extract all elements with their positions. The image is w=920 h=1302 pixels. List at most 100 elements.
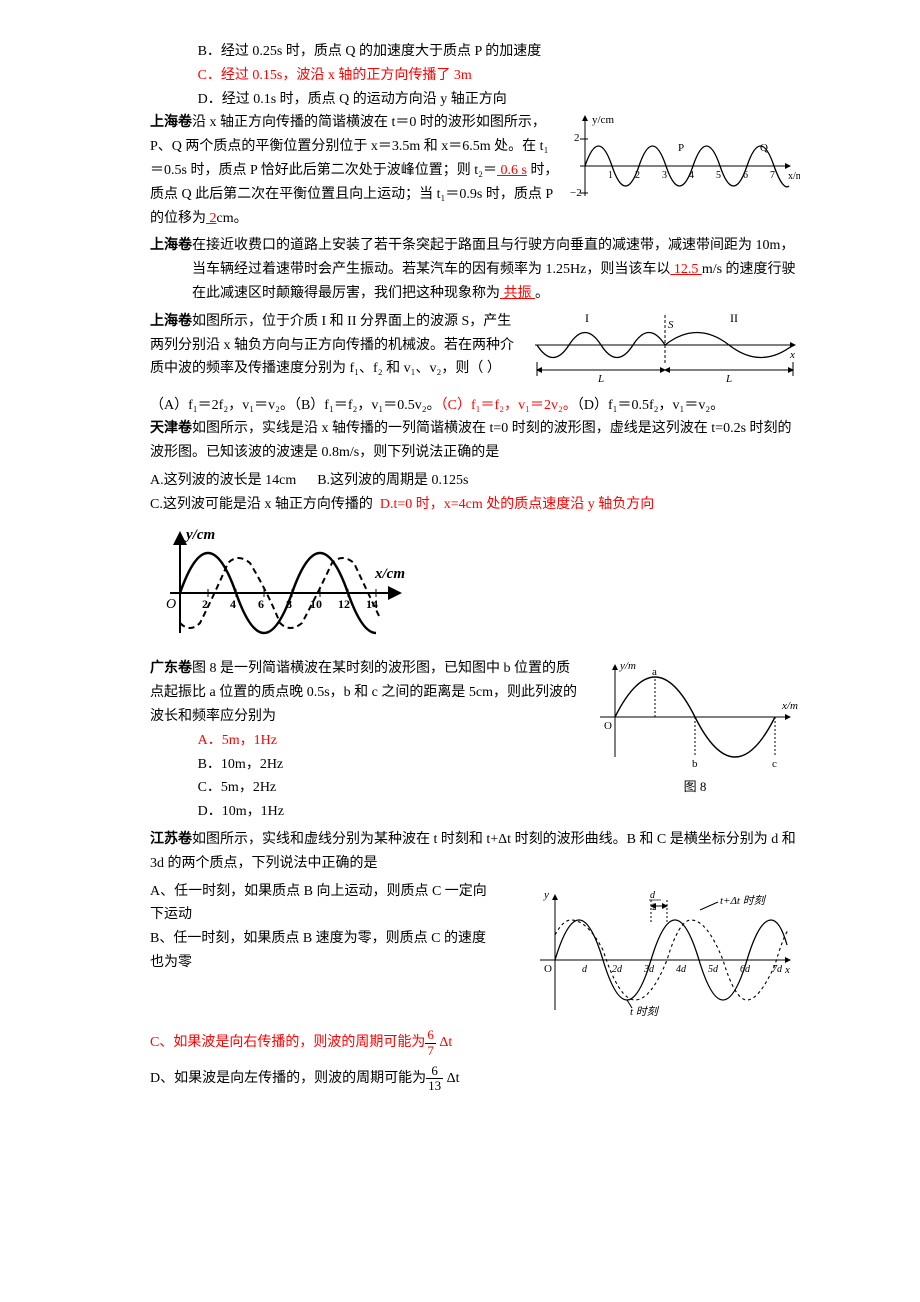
sh1-p: P — [678, 142, 684, 154]
sh1-ans2: 2 — [206, 211, 217, 226]
sh1-ans1: 0.6 s — [497, 163, 527, 178]
svg-text:x: x — [789, 349, 795, 361]
gd-caption: 图 8 — [590, 776, 800, 798]
svg-text:14: 14 — [366, 597, 378, 611]
svg-text:b: b — [692, 758, 698, 767]
gd-label: 广东卷 — [150, 661, 192, 676]
tianjin-figure: y/cm x/cm O 246 81012 14 — [150, 523, 800, 652]
svg-text:x/m: x/m — [781, 700, 798, 712]
tj-options-row1: A.这列波的波长是 14cm B.这列波的周期是 0.125s — [150, 469, 800, 493]
svg-text:L: L — [597, 373, 604, 385]
jiangsu-figure: y x O d2d3d 4d5d6d 7d d 2 t+Δt 时刻 t 时刻 — [530, 880, 800, 1029]
svg-text:O: O — [604, 720, 612, 732]
shanghai-q1: y/cm 2 −2 x/m 123 456 7 P Q 上海卷沿 x 轴正方向传… — [150, 111, 800, 230]
sh1-label: 上海卷 — [150, 115, 192, 130]
svg-text:−2: −2 — [570, 187, 582, 199]
svg-text:y/cm: y/cm — [184, 527, 215, 543]
js-optB: B、任一时刻，如果质点 B 速度为零，则质点 C 的速度也为零 — [150, 927, 490, 975]
js-optC: C、如果波是向右传播的，则波的周期可能为67 Δt — [150, 1028, 800, 1058]
js-optA: A、任一时刻，如果质点 B 向上运动，则质点 C 一定向下运动 — [150, 880, 490, 928]
js-optC-den: 7 — [425, 1044, 436, 1058]
shanghai-q3-figure: I II S x L L — [530, 310, 800, 394]
gd-optD: D．10m，1Hz — [150, 800, 800, 824]
svg-text:5: 5 — [716, 170, 721, 181]
guangdong-q: y/m x/m O a b c 图 8 广东卷图 8 是一列简谐横波在某时刻的波… — [150, 657, 800, 824]
svg-text:t+Δt 时刻: t+Δt 时刻 — [720, 894, 767, 907]
guangdong-figure: y/m x/m O a b c 图 8 — [590, 657, 800, 798]
svg-text:10: 10 — [310, 597, 322, 611]
sh1-ylabel: y/cm — [592, 114, 614, 126]
svg-text:6: 6 — [258, 597, 264, 611]
svg-text:4: 4 — [230, 597, 236, 611]
js-optD-pre: D、如果波是向左传播的，则波的周期可能为 — [150, 1071, 426, 1086]
svg-text:t 时刻: t 时刻 — [630, 1005, 660, 1018]
svg-text:3: 3 — [662, 170, 667, 181]
q1-option-c: C．经过 0.15s，波沿 x 轴的正方向传播了 3m — [150, 64, 800, 88]
sh2-ans1: 12.5 — [670, 262, 702, 277]
svg-text:12: 12 — [338, 597, 350, 611]
gd-body: 图 8 是一列简谐横波在某时刻的波形图，已知图中 b 位置的质点起振比 a 位置… — [150, 661, 577, 724]
jiangsu-q: 江苏卷如图所示，实线和虚线分别为某种波在 t 时刻和 t+Δt 时刻的波形曲线。… — [150, 828, 800, 876]
q1-optC-text: C．经过 0.15s，波沿 x 轴的正方向传播了 3m — [198, 68, 472, 83]
tj-optD: D.t=0 时，x=4cm 处的质点速度沿 y 轴负方向 — [380, 497, 654, 512]
js-optC-num: 6 — [425, 1028, 436, 1043]
sh3-opts-ab: （A）f₁＝2f₂，v₁＝v₂。（B）f₁＝f₂，v₁＝0.5v₂。 — [150, 398, 441, 413]
sh3-optC: （C）f₁＝f₂，v₁＝2v₂。 — [441, 398, 577, 413]
svg-text:L: L — [725, 373, 732, 385]
js-optC-post: Δt — [439, 1035, 452, 1050]
sh3-optD: （D）f₁＝0.5f₂，v₁＝v₂。 — [577, 398, 724, 413]
svg-text:y: y — [543, 889, 549, 901]
sh3-body: 如图所示，位于介质 I 和 II 分界面上的波源 S，产生两列分别沿 x 轴负方… — [150, 314, 514, 377]
svg-text:d: d — [582, 964, 588, 975]
tianjin-q: 天津卷如图所示，实线是沿 x 轴传播的一列简谐横波在 t=0 时刻的波形图，虚线… — [150, 417, 800, 465]
svg-text:x/cm: x/cm — [374, 566, 405, 582]
sh1-q: Q — [760, 142, 768, 154]
js-optD-den: 13 — [426, 1079, 443, 1093]
q1-optB-text: B．经过 0.25s 时，质点 Q 的加速度大于质点 P 的加速度 — [198, 44, 542, 59]
svg-text:II: II — [730, 311, 738, 325]
q1-option-b: B．经过 0.25s 时，质点 Q 的加速度大于质点 P 的加速度 — [150, 40, 800, 64]
svg-text:4d: 4d — [676, 964, 687, 975]
svg-text:S: S — [668, 319, 674, 331]
svg-text:7: 7 — [770, 170, 775, 181]
sh2-body3: 。 — [535, 286, 549, 301]
js-optD: D、如果波是向左传播的，则波的周期可能为613 Δt — [150, 1064, 800, 1094]
svg-text:O: O — [166, 597, 176, 612]
js-label: 江苏卷 — [150, 832, 192, 847]
svg-text:I: I — [585, 311, 589, 325]
svg-text:d: d — [650, 890, 656, 901]
q1-optD-text: D．经过 0.1s 时，质点 Q 的运动方向沿 y 轴正方向 — [198, 92, 507, 107]
shanghai-q3: I II S x L L 上海卷如图所示，位于介质 I 和 II 分界面上的波源… — [150, 310, 800, 381]
shanghai-q2: 上海卷在接近收费口的道路上安装了若干条突起于路面且与行驶方向垂直的减速带，减速带… — [150, 234, 800, 305]
tj-label: 天津卷 — [150, 421, 192, 436]
sh1-body1: 沿 x 轴正方向传播的简谐横波在 t＝0 时的波形如图所示，P、Q 两个质点的平… — [150, 115, 548, 178]
js-optC-pre: C、如果波是向右传播的，则波的周期可能为 — [150, 1035, 425, 1050]
svg-text:5d: 5d — [708, 964, 719, 975]
svg-text:2: 2 — [202, 597, 208, 611]
tj-optB: B.这列波的周期是 0.125s — [317, 473, 468, 488]
sh3-options: （A）f₁＝2f₂，v₁＝v₂。（B）f₁＝f₂，v₁＝0.5v₂。（C）f₁＝… — [150, 394, 800, 418]
svg-text:c: c — [772, 758, 777, 767]
svg-text:2: 2 — [574, 132, 580, 144]
tj-body: 如图所示，实线是沿 x 轴传播的一列简谐横波在 t=0 时刻的波形图，虚线是这列… — [150, 421, 792, 460]
svg-text:7d: 7d — [772, 964, 783, 975]
svg-text:2d: 2d — [612, 964, 623, 975]
sh3-label: 上海卷 — [150, 314, 192, 329]
q1-option-d: D．经过 0.1s 时，质点 Q 的运动方向沿 y 轴正方向 — [150, 88, 800, 112]
sh2-ans2: 共振 — [500, 286, 535, 301]
js-optD-post: Δt — [447, 1071, 460, 1086]
svg-text:1: 1 — [608, 170, 613, 181]
js-body: 如图所示，实线和虚线分别为某种波在 t 时刻和 t+Δt 时刻的波形曲线。B 和… — [150, 832, 796, 871]
tj-optC: C.这列波可能是沿 x 轴正方向传播的 — [150, 497, 373, 512]
svg-text:x: x — [784, 964, 790, 976]
sh2-label: 上海卷 — [150, 238, 192, 253]
sh1-body3: cm。 — [217, 211, 248, 226]
sh1-xlabel: x/m — [788, 171, 800, 182]
shanghai-q1-figure: y/cm 2 −2 x/m 123 456 7 P Q — [570, 111, 800, 210]
js-optD-num: 6 — [426, 1064, 443, 1079]
tj-options-row2: C.这列波可能是沿 x 轴正方向传播的 D.t=0 时，x=4cm 处的质点速度… — [150, 493, 800, 517]
svg-text:y/m: y/m — [619, 660, 636, 672]
svg-text:a: a — [652, 666, 657, 678]
svg-text:O: O — [544, 963, 552, 975]
svg-text:2: 2 — [652, 902, 657, 912]
